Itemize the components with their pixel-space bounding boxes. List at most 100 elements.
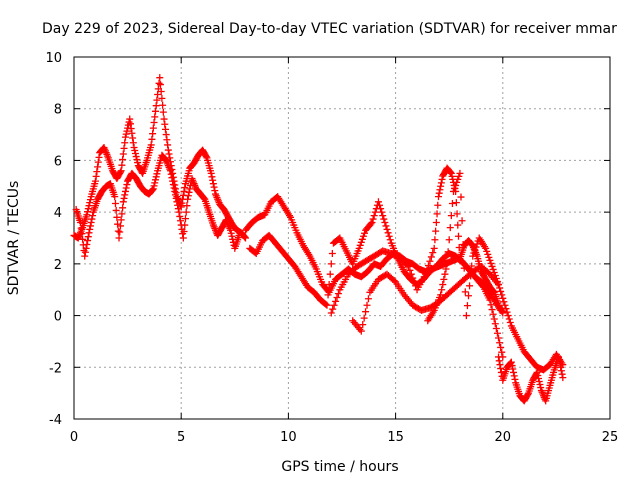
data-point <box>133 156 141 164</box>
data-point <box>495 353 503 361</box>
data-point <box>178 199 186 207</box>
data-point <box>495 334 503 342</box>
data-point <box>495 357 503 365</box>
data-point <box>451 184 459 192</box>
data-point <box>82 244 90 252</box>
data-point <box>486 256 494 264</box>
data-point <box>364 295 372 303</box>
data-point <box>86 225 94 233</box>
data-point <box>437 291 445 299</box>
data-point <box>371 208 379 216</box>
data-point <box>161 120 169 128</box>
data-point <box>165 150 173 158</box>
data-point <box>241 233 249 241</box>
data-point <box>164 146 172 154</box>
data-point <box>186 185 194 193</box>
data-point <box>151 107 159 115</box>
data-point <box>449 187 457 195</box>
data-point <box>434 193 442 201</box>
data-point <box>121 187 129 195</box>
data-point <box>503 308 511 316</box>
data-point <box>497 343 505 351</box>
axis-ticks: 0 5 10 15 20 25 -4 -2 0 2 4 6 8 10 <box>45 51 618 445</box>
data-point <box>171 187 179 195</box>
data-point <box>533 368 541 376</box>
data-point <box>496 339 504 347</box>
data-marks <box>70 74 567 405</box>
data-point <box>161 125 169 133</box>
data-point <box>536 381 544 389</box>
data-point <box>122 184 130 192</box>
data-point <box>79 235 87 243</box>
data-point <box>227 226 235 234</box>
data-point <box>147 141 155 149</box>
data-point <box>436 186 444 194</box>
data-point <box>489 310 497 318</box>
data-point <box>117 167 125 175</box>
data-point <box>151 113 159 121</box>
data-point <box>446 224 454 232</box>
data-point <box>558 370 566 378</box>
data-point <box>322 300 330 308</box>
data-point <box>132 153 140 161</box>
data-point <box>167 170 175 178</box>
data-point <box>456 169 464 177</box>
data-point <box>490 268 498 276</box>
data-point <box>126 115 134 123</box>
data-point <box>431 236 439 244</box>
data-point <box>374 198 382 206</box>
data-point <box>496 284 504 292</box>
data-point <box>482 244 490 252</box>
data-point <box>555 353 563 361</box>
data-point <box>355 244 363 252</box>
data-point <box>149 185 157 193</box>
data-point <box>386 236 394 244</box>
data-point <box>85 229 93 237</box>
data-point <box>333 293 341 301</box>
data-point <box>385 232 393 240</box>
data-point <box>535 378 543 386</box>
data-point <box>86 199 94 207</box>
data-point <box>89 212 97 220</box>
data-point <box>181 184 189 192</box>
data-point <box>120 194 128 202</box>
data-point <box>432 218 440 226</box>
data-point <box>461 288 469 296</box>
data-point <box>368 218 376 226</box>
data-point <box>166 167 174 175</box>
data-point <box>118 161 126 169</box>
y-tick-label: 8 <box>54 103 62 118</box>
data-point <box>334 290 342 298</box>
x-tick-label: 10 <box>280 430 297 445</box>
data-point <box>129 139 137 147</box>
data-point <box>115 234 123 242</box>
series-track-h <box>495 353 567 405</box>
series-track-g <box>424 169 567 374</box>
data-point <box>453 178 461 186</box>
data-point <box>423 266 431 274</box>
data-point <box>85 202 93 210</box>
y-tick-label: -4 <box>49 413 62 428</box>
data-point <box>499 309 507 317</box>
data-point <box>130 144 138 151</box>
data-point <box>509 365 517 373</box>
data-point <box>228 232 236 240</box>
data-point <box>327 260 335 268</box>
data-point <box>469 252 477 260</box>
data-point <box>535 374 543 382</box>
data-point <box>457 193 465 201</box>
series-track-b <box>72 151 243 260</box>
data-point <box>84 237 92 245</box>
data-point <box>119 198 127 206</box>
y-tick-label: 2 <box>54 258 62 273</box>
grid <box>74 57 610 419</box>
data-point <box>383 225 391 233</box>
data-point <box>370 212 378 220</box>
data-point <box>504 312 512 320</box>
data-point <box>493 278 501 286</box>
data-point <box>460 264 468 272</box>
data-point <box>153 96 161 104</box>
data-point <box>112 206 120 214</box>
data-point <box>128 129 136 137</box>
